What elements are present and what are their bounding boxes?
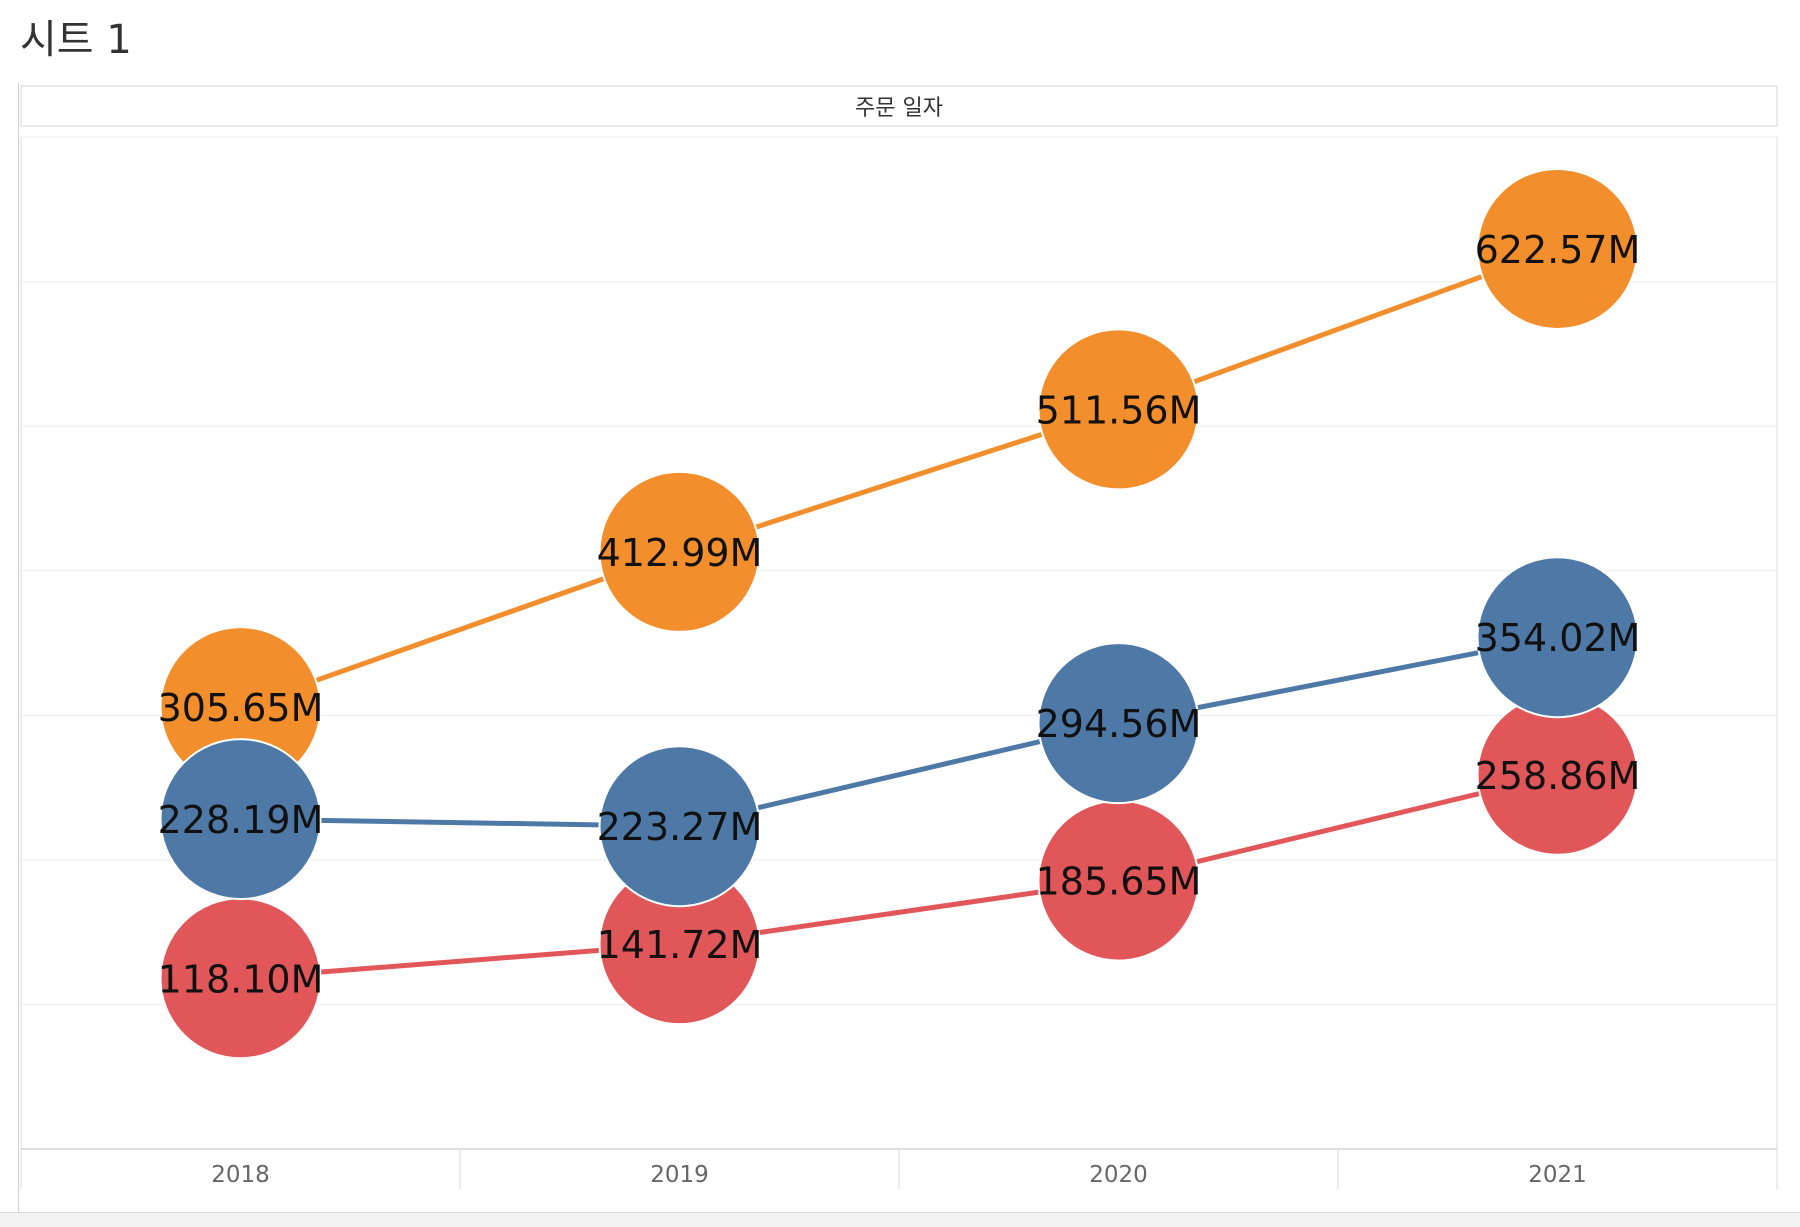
- x-tick-label: 2018: [211, 1162, 270, 1188]
- column-header: 주문 일자: [855, 96, 943, 121]
- page-bottom-bar: [0, 1212, 1800, 1227]
- data-label: 412.99M: [597, 531, 763, 575]
- data-label: 223.27M: [597, 805, 763, 849]
- x-tick-label: 2021: [1528, 1162, 1587, 1188]
- data-label: 118.10M: [158, 957, 324, 1001]
- data-label: 511.56M: [1036, 388, 1202, 432]
- data-label: 622.57M: [1475, 228, 1641, 272]
- data-point: [598, 745, 761, 908]
- data-point: [159, 738, 322, 901]
- series-line: [240, 772, 1559, 981]
- series-lines: [239, 246, 1559, 981]
- data-point: [598, 470, 761, 633]
- x-tick-label: 2019: [650, 1162, 709, 1188]
- x-axis: 2018 2019 2020 2021: [20, 1148, 1778, 1189]
- data-label: 141.72M: [597, 923, 763, 967]
- data-label: 185.65M: [1036, 860, 1202, 904]
- data-points: [159, 167, 1639, 1060]
- series-line: [240, 634, 1558, 829]
- data-point: [1476, 556, 1639, 719]
- series-line: [239, 246, 1559, 710]
- data-label: 354.02M: [1475, 616, 1641, 660]
- data-label: 305.65M: [158, 686, 324, 730]
- data-point: [1037, 642, 1200, 805]
- column-header-box: [20, 85, 1778, 127]
- x-tick-label: 2020: [1089, 1162, 1148, 1188]
- sheet-title: 시트 1: [20, 17, 132, 63]
- data-label: 258.86M: [1475, 754, 1641, 798]
- data-labels: 305.65M 412.99M 511.56M 622.57M 118.10M 141.7…: [158, 228, 1641, 1001]
- data-point: [1037, 328, 1200, 491]
- data-label: 228.19M: [158, 798, 324, 842]
- data-point: [1476, 167, 1639, 330]
- data-label: 294.56M: [1036, 702, 1202, 746]
